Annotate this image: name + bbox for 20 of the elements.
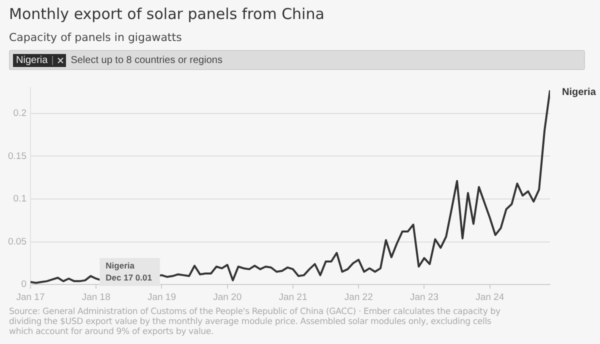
text: Nigeria: [562, 87, 596, 98]
source-note: Source: General Administration of Customs of the People's Republic of China (GACC) · Ember calculates the capacity by dividing the $USD export value by the monthly average module price. Assembled solar modules only, excluding cells which account for around 9% of exports by value.: [9, 307, 502, 337]
y-tick-label: 0.15: [8, 150, 26, 162]
y-tick-label: 0: [21, 279, 26, 290]
x-tick-label: Jan 20: [213, 292, 242, 303]
x-tick-label: Jan 21: [278, 292, 308, 303]
x-tick-label: Jan 22: [344, 292, 373, 303]
country-selector: Nigeria Select up to 8 countries or regions: [9, 50, 585, 70]
x-tick-label: Jan 19: [147, 292, 176, 303]
x-tick-label: Jan 24: [476, 292, 504, 303]
series-label: Nigeria: [106, 260, 135, 270]
chart-subtitle: Capacity of panels in gigawatts: [9, 31, 182, 44]
x-tick-label: Jan 18: [82, 292, 110, 303]
y-tick-label: 0.2: [13, 108, 26, 120]
y-tick-label: 0.05: [8, 236, 26, 248]
chart-title: Monthly export of solar panels from China: [9, 5, 324, 23]
x-tick-label: Jan 17: [16, 292, 45, 303]
annotation: Dec 17 0.01: [106, 272, 152, 282]
x-tick-label: Jan 23: [410, 292, 438, 303]
y-tick-label: 0.1: [13, 194, 26, 205]
